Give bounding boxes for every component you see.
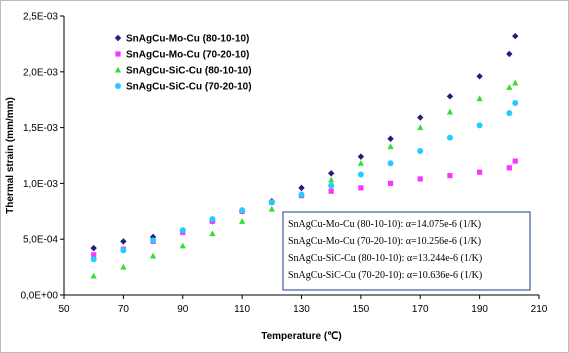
legend-label: SnAgCu-Mo-Cu (70-20-10) [126,50,249,61]
x-tick-label: 130 [293,304,310,315]
y-tick-label: 2,0E-03 [23,67,58,78]
annotation-frame [282,211,531,291]
data-point [357,160,364,166]
legend-marker [114,34,122,42]
legend-label: SnAgCu-Mo-Cu (80-10-10) [126,34,249,45]
data-point [446,134,453,141]
x-tick-label: 70 [118,304,130,315]
data-point [387,143,394,150]
x-axis-title: Temperature (℃) [261,331,342,342]
data-point [298,184,305,192]
annotation-line: SnAgCu-SiC-Cu (80-10-10): α=13.244e-6 (1… [288,253,482,264]
data-point [209,230,216,237]
data-point [446,108,454,115]
x-tick-label: 170 [412,304,429,315]
y-tick-label: 5,0E-04 [23,235,58,246]
data-point [209,216,216,223]
data-point [328,182,335,189]
data-point [387,135,394,142]
annotation-line: SnAgCu-SiC-Cu (70-20-10): α=10.636e-6 (1… [288,270,482,281]
data-point [357,153,365,160]
y-tick-label: 2,5E-03 [23,12,58,23]
data-point [239,218,246,224]
data-point [268,205,275,212]
data-point [298,191,305,198]
legend-marker [114,66,122,73]
x-tick-label: 90 [177,304,189,315]
data-point [90,244,97,252]
legend-marker [115,51,121,57]
annotation-line: SnAgCu-Mo-Cu (80-10-10): α=14.075e-6 (1/… [288,219,481,230]
data-point [90,256,97,263]
data-point [387,160,394,167]
data-point [327,170,335,177]
y-tick-label: 1,0E-03 [23,179,58,190]
data-point [328,176,335,183]
data-point [120,238,127,245]
plot-marks [90,32,519,279]
x-tick-label: 110 [234,304,250,315]
data-point [90,272,97,279]
data-point [179,242,186,249]
data-point [357,171,364,178]
data-point [512,32,519,40]
x-tick-label: 190 [471,304,488,315]
data-point [506,84,513,90]
data-point [417,114,424,121]
data-point [91,252,97,258]
data-point [476,122,483,129]
legend-label: SnAgCu-SiC-Cu (70-20-10) [126,82,252,93]
series-4 [90,100,519,263]
data-point [417,176,423,182]
data-point [512,158,518,164]
legend-label: SnAgCu-SiC-Cu (80-10-10) [126,66,252,77]
data-point [477,169,483,175]
data-point [506,165,512,171]
data-point [120,247,127,254]
data-point [387,180,394,186]
x-tick-label: 50 [58,304,70,315]
data-point [328,188,334,194]
data-point [417,124,424,131]
data-point [358,185,364,191]
data-point [506,50,513,58]
data-point [512,79,519,86]
series-3 [90,79,519,279]
data-point [506,110,513,117]
data-point [268,199,275,206]
data-point [476,73,483,80]
data-point [476,95,483,102]
coefficient-annotation-box: SnAgCu-Mo-Cu (80-10-10): α=14.075e-6 (1/… [282,211,531,291]
legend: SnAgCu-Mo-Cu (80-10-10) SnAgCu-Mo-Cu (70-… [114,34,252,93]
axes: 50 70 90 110 130 150 170 190 210 0,0E+00 5,0E-04 1,… [20,12,547,316]
data-point [512,100,519,107]
data-point [446,93,454,100]
x-tick-label: 150 [353,304,370,315]
data-point [149,252,157,259]
legend-marker [115,83,121,89]
data-point [120,263,127,270]
annotation-line: SnAgCu-Mo-Cu (70-20-10): α=10.256e-6 (1/… [288,236,481,247]
y-tick-label: 1,5E-03 [23,123,58,134]
x-tick-label: 210 [531,304,548,315]
data-point [417,148,424,155]
data-point [150,237,157,244]
y-axis-title: Thermal strain (mm/mm) [5,97,16,214]
data-point [239,207,246,214]
y-tick-label: 0,0E+00 [20,291,58,302]
data-point [179,227,186,234]
data-point [447,172,453,179]
